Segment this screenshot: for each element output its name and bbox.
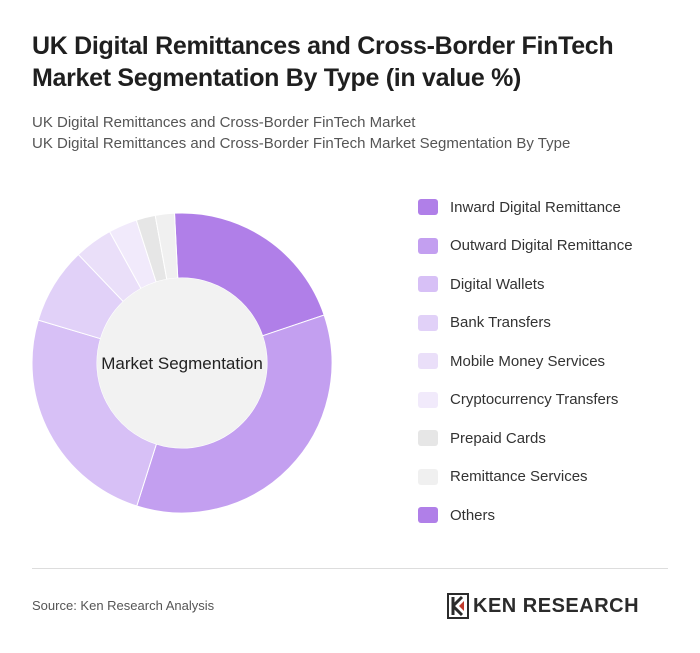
legend-label: Remittance Services [450, 468, 588, 485]
legend-label: Bank Transfers [450, 314, 551, 331]
legend-label: Outward Digital Remittance [450, 237, 633, 254]
legend-swatch [418, 353, 438, 369]
chart-title: UK Digital Remittances and Cross-Border … [32, 32, 614, 92]
legend-swatch [418, 507, 438, 523]
footer-divider [32, 568, 668, 569]
legend-item-remittance-services: Remittance Services [418, 466, 588, 488]
legend-swatch [418, 430, 438, 446]
legend-label: Prepaid Cards [450, 429, 546, 447]
legend-item-bank-transfers: Bank Transfers [418, 312, 551, 334]
legend-item-mobile-money-services: Mobile Money Services [418, 350, 605, 372]
legend-label: Mobile Money Services [450, 352, 606, 370]
legend-label: Inward Digital Remittance [450, 198, 621, 216]
donut-center-label: Market Segmentation [101, 354, 263, 373]
legend-item-digital-wallets: Digital Wallets [418, 273, 544, 295]
legend-item-cryptocurrency-transfers: Cryptocurrency Transfers [418, 389, 618, 411]
legend-swatch [418, 468, 438, 485]
chart-subtitle-1: UK Digital Remittances and Cross-Border … [32, 114, 416, 131]
legend-swatch [418, 199, 438, 215]
legend-item-inward-digital-remittance: Inward Digital Remittance [418, 196, 621, 218]
legend-swatch [418, 237, 438, 254]
legend-swatch [418, 391, 438, 408]
legend-item-others: Others [418, 504, 495, 526]
ken-research-logo: KEN RESEARCH [447, 592, 639, 620]
donut-hole [97, 278, 267, 448]
ken-research-logo-icon [447, 593, 469, 619]
donut-chart: Market Segmentation [31, 212, 333, 514]
source-note: Source: Ken Research Analysis [32, 598, 215, 613]
legend-label: Others [450, 506, 496, 524]
chart-subtitle-2: UK Digital Remittances and Cross-Border … [32, 135, 571, 152]
legend-item-prepaid-cards: Prepaid Cards [418, 427, 546, 449]
ken-research-logo-text: KEN RESEARCH [473, 594, 640, 617]
legend-label: Cryptocurrency Transfers [450, 391, 619, 408]
legend-item-outward-digital-remittance: Outward Digital Remittance [418, 235, 633, 257]
legend-swatch [418, 314, 438, 331]
legend-label: Digital Wallets [450, 275, 545, 293]
legend-swatch [418, 276, 438, 292]
